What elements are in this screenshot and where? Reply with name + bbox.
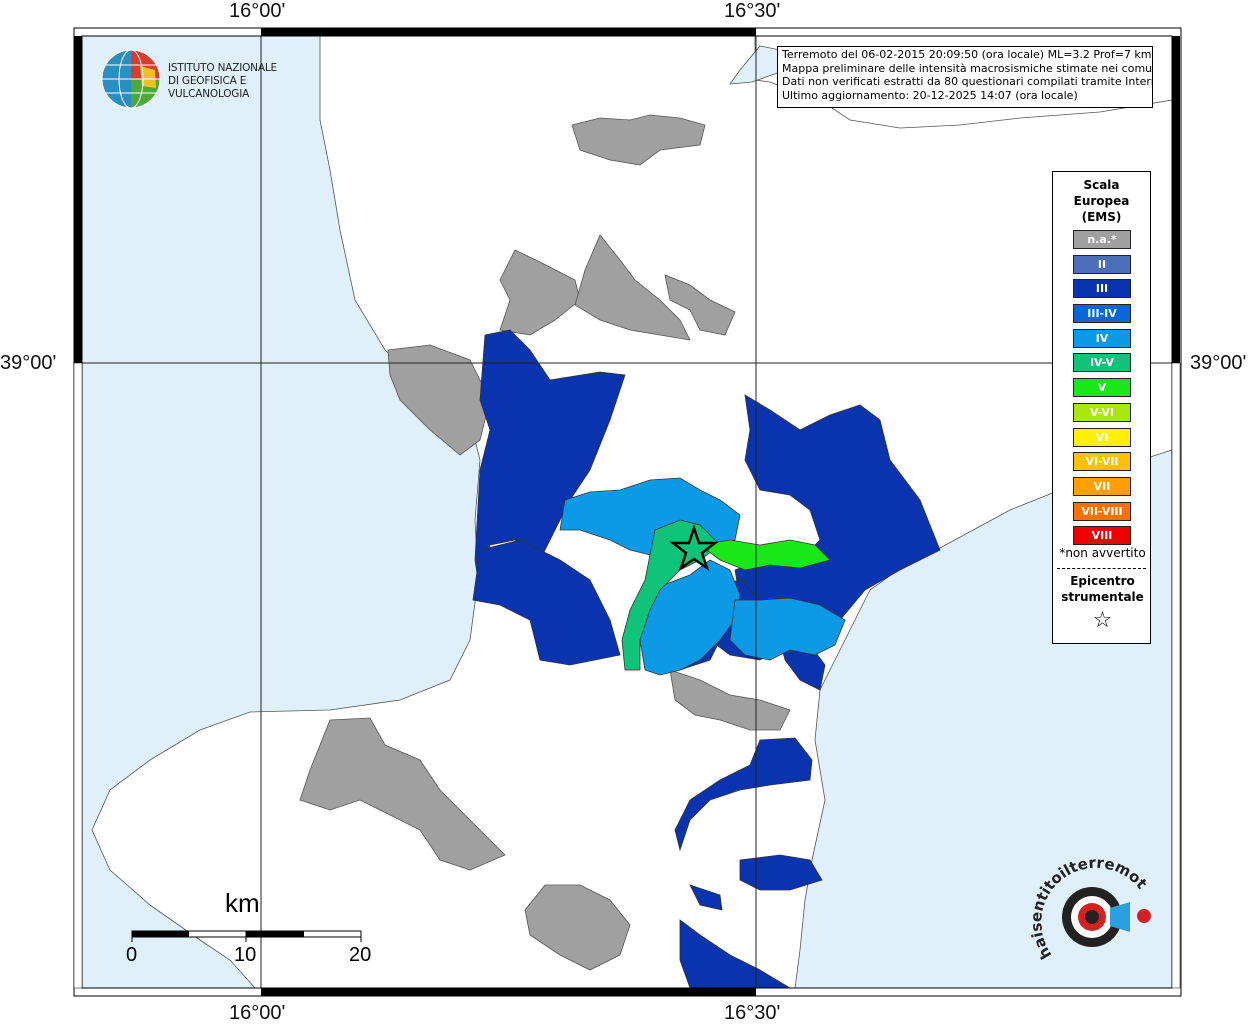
event-info-box: Terremoto del 06-02-2015 20:09:50 (ora l… — [777, 46, 1153, 108]
info-line-3: Dati non verificati estratti da 80 quest… — [782, 75, 1153, 89]
info-line-2: Mappa preliminare delle intensità macros… — [782, 61, 1153, 75]
lon-label-bottom-left: 16°00' — [229, 1002, 286, 1024]
legend-item: VI-VII — [1073, 452, 1131, 472]
legend-star-icon: ☆ — [1092, 608, 1113, 633]
legend-item: VII — [1073, 476, 1131, 496]
scale-bar — [131, 930, 362, 942]
legend-note: *non avvertito — [1059, 546, 1146, 560]
lon-label-top-right: 16°30' — [724, 0, 781, 22]
graticule — [82, 36, 1172, 988]
info-line-4: Ultimo aggiornamento: 20-12-2025 14:07 (… — [782, 88, 1078, 102]
legend-epicenter-label: Epicentro strumentale — [1061, 574, 1144, 604]
intensity-V-area — [699, 539, 831, 571]
legend-items: n.a.* II III III-IV IV IV-V V V-VI VI VI-VII VII VI… — [1073, 230, 1131, 551]
legend-divider — [1057, 568, 1146, 569]
legend-title: Scala Europea (EMS) — [1073, 178, 1130, 224]
ingv-logo: ISTITUTO NAZIONALE DI GEOFISICA E VULCAN… — [100, 48, 320, 110]
scale-tick-20: 20 — [349, 944, 372, 966]
lat-label-right: 39°00' — [1190, 352, 1247, 374]
globe-icon — [101, 49, 161, 109]
haisentito-logo-icon: haisentitoilterremoto.it — [1025, 836, 1151, 962]
legend-item: VII-VIII — [1073, 501, 1131, 521]
scale-tick-10: 10 — [234, 944, 257, 966]
lat-label-left: 39°00' — [0, 352, 57, 374]
legend-item: IV-V — [1073, 353, 1131, 373]
legend-item: III — [1073, 279, 1131, 299]
scale-unit: km — [225, 888, 260, 918]
legend-item: VI — [1073, 427, 1131, 447]
legend-item: V — [1073, 378, 1131, 398]
map-frame — [73, 27, 1182, 997]
legend-item: V-VI — [1073, 402, 1131, 422]
lon-label-top-left: 16°00' — [229, 0, 286, 22]
na-areas — [299, 114, 791, 971]
scale-tick-0: 0 — [126, 944, 138, 966]
legend-item: II — [1073, 254, 1131, 274]
legend-item: VIII — [1073, 526, 1131, 546]
lon-label-bottom-right: 16°30' — [724, 1002, 781, 1024]
epicenter-star-icon — [669, 524, 719, 572]
logo-line2: DI GEOFISICA E VULCANOLOGIA — [168, 75, 250, 100]
logo-line1: ISTITUTO NAZIONALE — [168, 62, 277, 74]
legend-item: III-IV — [1073, 304, 1131, 324]
intensity-legend: Scala Europea (EMS) n.a.* II III III-IV IV IV… — [1052, 171, 1151, 644]
haisentito-logo: haisentitoilterremoto.it — [1025, 836, 1160, 980]
info-line-1: Terremoto del 06-02-2015 20:09:50 (ora l… — [782, 48, 1152, 61]
legend-item: n.a.* — [1073, 230, 1131, 249]
legend-item: IV — [1073, 328, 1131, 348]
